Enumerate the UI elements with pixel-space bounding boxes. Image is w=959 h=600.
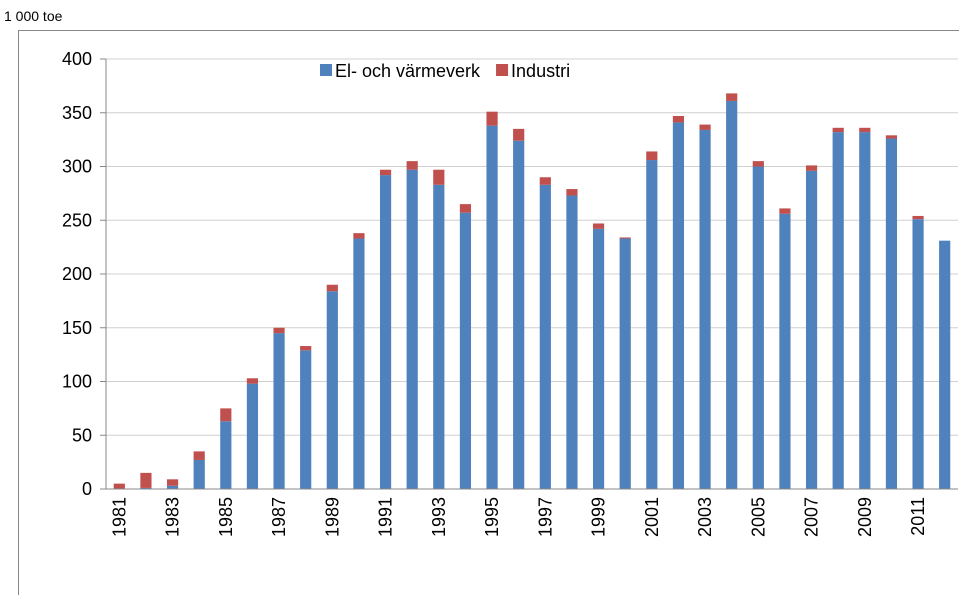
bar-segment (620, 237, 631, 238)
bar-segment (433, 185, 444, 489)
bar-segment (220, 408, 231, 421)
bar-segment (300, 350, 311, 489)
bar-segment (753, 167, 764, 490)
bar-segment (460, 213, 471, 489)
x-tick-label: 1985 (216, 497, 236, 537)
bar-segment (540, 177, 551, 185)
bar-segment (220, 421, 231, 489)
bar-segment (566, 196, 577, 489)
bar-segment (646, 151, 657, 160)
bar-segment (779, 208, 790, 213)
bar-segment (699, 125, 710, 130)
x-tick-label: 1991 (376, 497, 396, 537)
bar-segment (939, 241, 950, 489)
legend-label: El- och värmeverk (335, 61, 481, 81)
y-tick-label: 200 (62, 264, 92, 284)
bar-segment (726, 101, 737, 489)
bar-segment (513, 141, 524, 489)
bar-segment (673, 116, 684, 122)
bar-segment (247, 384, 258, 489)
x-tick-label: 2009 (855, 497, 875, 537)
y-tick-label: 350 (62, 103, 92, 123)
bar-segment (566, 189, 577, 195)
bar-segment (886, 135, 897, 138)
bar-segment (167, 479, 178, 485)
x-tick-label: 1995 (482, 497, 502, 537)
bar-segment (593, 229, 604, 489)
bar-segment (699, 130, 710, 489)
bar-segment (407, 161, 418, 170)
bar-segment (327, 291, 338, 489)
bar-segment (114, 484, 125, 489)
bar-segment (673, 122, 684, 489)
bar-segment (859, 132, 870, 489)
y-tick-label: 150 (62, 318, 92, 338)
bar-segment (833, 132, 844, 489)
y-tick-label: 50 (72, 425, 92, 445)
bar-segment (194, 451, 205, 460)
x-tick-label: 2011 (908, 497, 928, 536)
unit-label: 1 000 toe (4, 8, 63, 24)
y-tick-label: 0 (82, 479, 92, 499)
bar-segment (593, 223, 604, 228)
bar-segment (353, 233, 364, 238)
bar-segment (912, 216, 923, 219)
bar-segment (327, 285, 338, 291)
bar-segment (513, 129, 524, 141)
x-tick-label: 1981 (109, 497, 129, 537)
x-tick-label: 2007 (802, 497, 822, 537)
bar-segment (486, 126, 497, 489)
bar-segment (753, 161, 764, 166)
bar-segment (886, 139, 897, 489)
bar-segment (300, 346, 311, 350)
bar-segment (859, 128, 870, 132)
y-tick-label: 250 (62, 210, 92, 230)
x-tick-label: 1987 (269, 497, 289, 537)
bar-segment (194, 460, 205, 489)
bar-segment (353, 239, 364, 489)
x-tick-label: 2001 (642, 497, 662, 537)
bar-segment (273, 333, 284, 489)
x-tick-label: 1993 (429, 497, 449, 537)
bar-segment (620, 239, 631, 489)
bar-segment (806, 165, 817, 170)
bar-segment (833, 128, 844, 132)
y-tick-label: 100 (62, 372, 92, 392)
bar-segment (806, 171, 817, 489)
legend-swatch (496, 64, 508, 76)
x-tick-label: 2003 (695, 497, 715, 537)
x-tick-label: 1983 (163, 497, 183, 537)
x-tick-label: 2005 (748, 497, 768, 537)
bar-segment (726, 93, 737, 101)
bar-segment (247, 378, 258, 383)
legend-swatch (320, 64, 332, 76)
bar-segment (380, 175, 391, 489)
bar-segment (646, 160, 657, 489)
x-tick-label: 1999 (589, 497, 609, 537)
bar-segment (779, 214, 790, 489)
bar-segment (140, 473, 151, 488)
x-tick-label: 1989 (322, 497, 342, 537)
bar-segment (380, 170, 391, 175)
bar-segment (540, 185, 551, 489)
bar-segment (433, 170, 444, 185)
x-tick-label: 1997 (535, 497, 555, 537)
bar-segment (912, 219, 923, 489)
y-tick-label: 400 (62, 49, 92, 69)
legend-label: Industri (511, 61, 570, 81)
bar-segment (273, 328, 284, 333)
bar-segment (486, 112, 497, 126)
y-tick-label: 300 (62, 157, 92, 177)
bar-segment (407, 170, 418, 489)
bar-segment (460, 204, 471, 213)
